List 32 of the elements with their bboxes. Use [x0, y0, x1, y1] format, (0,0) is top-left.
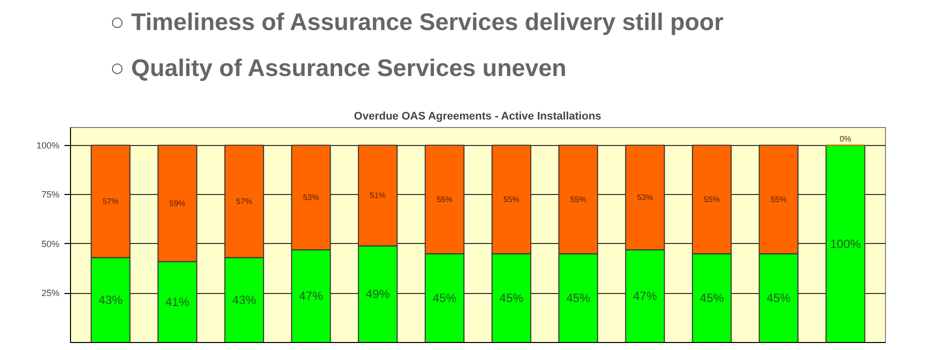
- y-tick-label: 50%: [41, 238, 60, 249]
- y-tick-label: 75%: [41, 190, 60, 200]
- data-label: 45%: [700, 291, 724, 306]
- data-label: 43%: [98, 293, 123, 308]
- y-tick-label: 25%: [41, 288, 60, 298]
- data-label: 57%: [102, 196, 119, 206]
- data-label: 45%: [499, 291, 524, 306]
- data-label: 55%: [503, 194, 520, 204]
- data-label: 57%: [236, 196, 252, 206]
- data-label: 55%: [770, 194, 787, 204]
- data-label: 53%: [302, 193, 319, 202]
- chart-title: Overdue OAS Agreements - Active Installations: [354, 110, 602, 122]
- bar: [826, 144, 866, 342]
- data-label: 55%: [570, 194, 586, 204]
- data-label: 100%: [830, 236, 862, 251]
- data-label: 41%: [165, 295, 190, 310]
- text: ○ Timeliness of Assurance Services delivery still poor: [110, 8, 724, 38]
- data-label: 59%: [169, 198, 186, 208]
- y-tick-label: 100%: [36, 140, 60, 150]
- data-label: 47%: [298, 289, 324, 304]
- data-label: 51%: [370, 191, 386, 200]
- data-label: 47%: [633, 289, 658, 304]
- data-label: 45%: [566, 291, 591, 306]
- data-label: 0%: [840, 134, 852, 144]
- data-label: 45%: [432, 291, 457, 306]
- data-label: 55%: [436, 194, 453, 204]
- data-label: 53%: [637, 193, 654, 202]
- data-label: 43%: [232, 293, 257, 308]
- data-label: 55%: [704, 194, 720, 204]
- data-label: 45%: [766, 291, 791, 306]
- data-label: 49%: [366, 287, 390, 302]
- text: ○ Quality of Assurance Services uneven: [110, 54, 568, 84]
